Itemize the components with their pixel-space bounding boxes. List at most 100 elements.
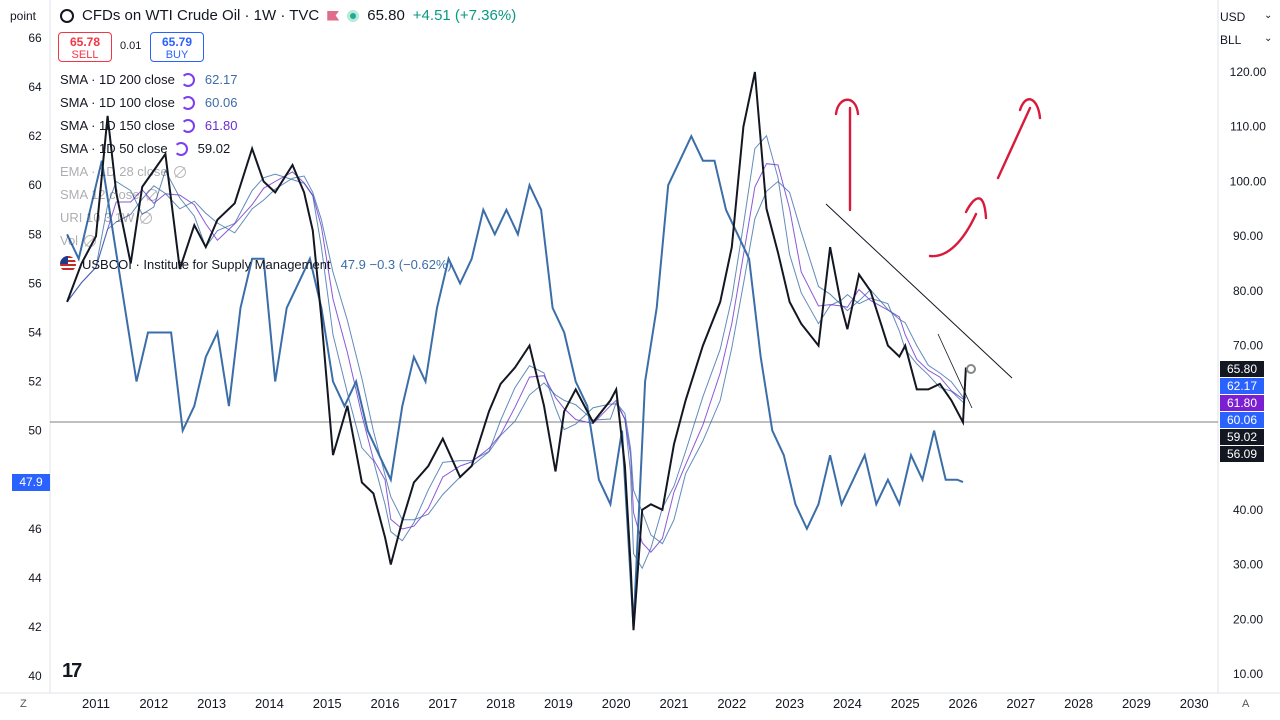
tradingview-logo-icon[interactable]: 17: [62, 660, 82, 682]
x-axis-tick: 2028: [1064, 696, 1093, 711]
legend-value: 61.80: [204, 118, 238, 133]
legend-row-usbcoi[interactable]: USBCOI · Institute for Supply Management…: [60, 256, 452, 272]
price-badge-label: 65.80: [1227, 362, 1257, 376]
left-axis-tick: 42: [28, 620, 42, 634]
spread-value: 0.01: [120, 40, 142, 52]
symbol-icon: [60, 8, 74, 23]
legend-label: URI 10 3 1W: [60, 210, 135, 225]
legend-row-sma-50[interactable]: SMA · 1D 50 close 59.02: [60, 141, 230, 156]
hidden-eye-icon[interactable]: [173, 165, 186, 178]
legend-row-sma-100[interactable]: SMA · 1D 100 close 60.06: [60, 95, 237, 110]
buy-price: 65.79: [161, 35, 193, 49]
price-badge-label: 61.80: [1227, 396, 1257, 410]
x-axis-tick: 2027: [1006, 696, 1035, 711]
cycle-icon[interactable]: [180, 72, 195, 87]
right-axis-tick: 100.00: [1230, 174, 1267, 188]
right-axis-tick: 120.00: [1230, 65, 1267, 79]
left-axis-tick: 46: [28, 522, 42, 536]
x-axis-tick: 2026: [949, 696, 978, 711]
legend-value: 47.9 −0.3 (−0.62%): [340, 256, 452, 272]
legend-value: 59.02: [197, 141, 231, 156]
chevron-down-icon: ⌄: [1264, 33, 1273, 44]
x-axis-tick: 2030: [1180, 696, 1209, 711]
currency-selector[interactable]: USD ⌄: [1220, 10, 1276, 24]
series-line-usbcoi[interactable]: [66, 133, 964, 627]
left-axis-tick: 50: [28, 424, 42, 438]
series-line-wti[interactable]: [66, 71, 967, 631]
buy-label: BUY: [165, 49, 189, 61]
left-axis-tick: 58: [28, 227, 42, 241]
symbol-header[interactable]: CFDs on WTI Crude Oil · 1W · TVC 65.80 +…: [60, 7, 516, 24]
cycle-icon[interactable]: [180, 118, 195, 133]
legend-label: EMA · 1D 28 close: [60, 164, 168, 179]
price-badge: [1220, 361, 1264, 377]
right-axis-tick: 20.00: [1233, 612, 1263, 626]
x-axis-tick: 2021: [660, 696, 689, 711]
price-badge: [1220, 412, 1264, 428]
right-axis: 120.00 110.00 100.00 90.00 80.00 70.00 40.00 30…: [1230, 65, 1267, 681]
currency-label: USD: [1220, 10, 1246, 24]
left-axis-current-badge: [12, 474, 50, 491]
zoom-button[interactable]: Z: [20, 698, 27, 710]
last-price-marker[interactable]: [966, 364, 976, 374]
legend-row-uri[interactable]: URI 10 3 1W: [60, 210, 153, 225]
legend-row-ema[interactable]: EMA · 1D 28 close: [60, 164, 186, 179]
x-axis-tick: 2022: [717, 696, 746, 711]
buy-button[interactable]: 65.79 BUY: [150, 32, 204, 62]
price-badge: [1220, 429, 1264, 445]
flag-icon[interactable]: [327, 10, 340, 21]
cycle-icon[interactable]: [180, 95, 195, 110]
red-arrows: [834, 98, 1042, 258]
legend-label: USBCOI · Institute for Supply Management: [82, 256, 331, 272]
legend-row-sma-200[interactable]: SMA · 1D 200 close 62.17: [60, 72, 237, 87]
x-axis-tick: 2016: [371, 696, 400, 711]
x-axis-tick: 2011: [82, 696, 110, 711]
header-price: 65.80: [367, 7, 405, 24]
unit-label: BLL: [1220, 33, 1242, 47]
legend-label: SMA · 1D 200 close: [60, 72, 175, 87]
hidden-eye-icon[interactable]: [140, 211, 153, 224]
legend-label: SMA · 1D 100 close: [60, 95, 175, 110]
x-axis-tick: 2012: [139, 696, 168, 711]
sell-button[interactable]: 65.78 SELL: [58, 32, 112, 62]
x-axis-tick: 2018: [486, 696, 515, 711]
trendline[interactable]: [825, 203, 1013, 379]
us-flag-icon: [60, 256, 76, 272]
price-badge-label: 62.17: [1227, 379, 1257, 393]
sma-line: [66, 163, 967, 553]
left-axis-tick: 62: [28, 129, 42, 143]
x-axis-tick: 2029: [1122, 696, 1151, 711]
x-axis: 2011 2012 2013 2014 2015 2016 2017 2018 2019 2020…: [82, 696, 1209, 711]
left-axis: 66 64 62 60 58 56 54 52 50 46 44 42 40: [28, 31, 42, 683]
legend-label: Vol: [60, 233, 79, 248]
arrow-up-icon: [834, 98, 860, 212]
hidden-eye-icon[interactable]: [84, 234, 97, 247]
left-axis-tick: 66: [28, 31, 42, 45]
legend-row-sma-150[interactable]: SMA · 1D 150 close 61.80: [60, 118, 237, 133]
auto-scale-button[interactable]: A: [1242, 698, 1250, 710]
sma-line: [66, 175, 967, 545]
price-badge: [1220, 378, 1264, 394]
x-axis-tick: 2013: [197, 696, 226, 711]
x-axis-tick: 2014: [255, 696, 284, 711]
legend-row-vol[interactable]: Vol: [60, 233, 97, 248]
right-axis-tick: 90.00: [1233, 229, 1263, 243]
right-axis-tick: 30.00: [1233, 558, 1263, 572]
left-axis-tick: 44: [28, 571, 42, 585]
right-axis-tick: 70.00: [1233, 339, 1263, 353]
unit-button[interactable]: point: [9, 9, 37, 23]
legend-value: 60.06: [204, 95, 238, 110]
legend-value: 62.17: [204, 72, 238, 87]
unit-selector[interactable]: BLL ⌄: [1220, 33, 1276, 47]
legend-label: SMA 12 close: [60, 187, 140, 202]
hidden-eye-icon[interactable]: [145, 188, 158, 201]
left-axis-tick: 64: [28, 80, 42, 94]
left-axis-tick: 56: [28, 276, 42, 290]
legend-label: SMA · 1D 150 close: [60, 118, 175, 133]
right-axis-badges: 65.80 62.17 61.80 60.06 59.02 56.09: [1220, 361, 1264, 462]
x-axis-tick: 2025: [891, 696, 920, 711]
x-axis-tick: 2020: [602, 696, 631, 711]
legend-row-sma-12[interactable]: SMA 12 close: [60, 187, 158, 202]
cycle-icon[interactable]: [173, 141, 188, 156]
